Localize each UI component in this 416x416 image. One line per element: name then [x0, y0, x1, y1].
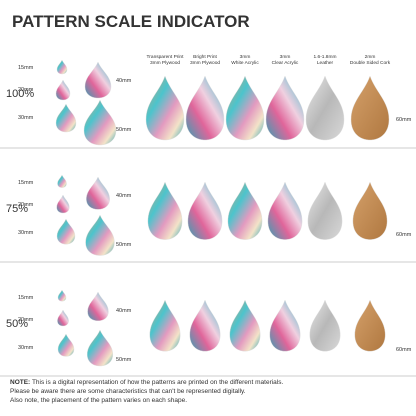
size-label: 15mm	[18, 295, 34, 301]
scale-label: 75%	[6, 203, 28, 215]
scale-label: 100%	[6, 88, 34, 100]
teardrop	[229, 299, 261, 352]
teardrop	[57, 333, 75, 357]
teardrop	[83, 99, 117, 146]
note-label: NOTE:	[10, 379, 30, 386]
size-label: 30mm	[18, 345, 34, 351]
note-line: Please be aware there are some character…	[10, 388, 246, 395]
size-label: 30mm	[18, 230, 34, 236]
teardrop	[86, 176, 110, 210]
teardrop	[56, 194, 70, 214]
teardrop	[86, 329, 114, 367]
teardrop	[307, 181, 343, 240]
size-label: 20mm	[18, 87, 34, 93]
teardrop	[227, 181, 263, 240]
material-label: 3mm	[280, 54, 291, 60]
size-label: 20mm	[18, 317, 34, 323]
teardrop	[84, 61, 112, 99]
material-label: 3mm	[240, 54, 251, 60]
teardrop	[57, 309, 69, 327]
teardrop	[352, 181, 388, 240]
title: PATTERN SCALE INDICATOR	[12, 12, 250, 31]
teardrop	[55, 103, 77, 133]
scale-label: 50%	[6, 318, 28, 330]
size-label: 50mm	[116, 242, 132, 248]
size-label: 15mm	[18, 180, 34, 186]
teardrop	[145, 75, 185, 141]
teardrop	[187, 181, 223, 240]
teardrop	[55, 79, 71, 101]
teardrop	[87, 291, 109, 322]
size-label: 40mm	[116, 78, 132, 84]
teardrop	[149, 299, 181, 352]
size-label: 40mm	[116, 193, 132, 199]
size-label: 50mm	[116, 357, 132, 363]
teardrop	[56, 218, 76, 245]
material-label: Double Sided Cork	[350, 60, 391, 66]
teardrop	[269, 299, 301, 352]
note: NOTE: This is a digital representation o…	[10, 379, 283, 386]
teardrop	[56, 59, 68, 75]
teardrop	[57, 174, 67, 188]
material-label: Transparent Print	[147, 54, 185, 60]
material-label: 2mm	[365, 54, 376, 60]
teardrop	[225, 75, 265, 141]
size-label: 60mm	[396, 347, 412, 353]
teardrop	[267, 181, 303, 240]
material-label: White Acrylic	[231, 60, 259, 66]
size-label: 15mm	[18, 65, 34, 71]
teardrop	[85, 214, 115, 256]
note-line: This is a digital representation of how …	[32, 379, 284, 386]
teardrop	[309, 299, 341, 352]
material-label: 3mm Plywood	[150, 60, 180, 66]
material-label: 3mm Plywood	[190, 60, 220, 66]
teardrop	[147, 181, 183, 240]
teardrop	[350, 75, 390, 141]
size-label: 30mm	[18, 115, 34, 121]
teardrop	[305, 75, 345, 141]
teardrop	[189, 299, 221, 352]
size-label: 60mm	[396, 232, 412, 238]
note-line: Also note, the placement of the pattern …	[10, 397, 187, 404]
teardrop	[354, 299, 386, 352]
size-label: 50mm	[116, 127, 132, 133]
teardrop	[185, 75, 225, 141]
material-label: 1.6-1.8mm	[314, 54, 337, 60]
size-label: 40mm	[116, 308, 132, 314]
size-label: 60mm	[396, 117, 412, 123]
material-label: Leather	[317, 60, 334, 66]
teardrop	[265, 75, 305, 141]
material-label: Bright Print	[193, 54, 217, 60]
material-label: Clear Acrylic	[272, 60, 299, 66]
size-label: 20mm	[18, 202, 34, 208]
teardrop	[57, 289, 67, 302]
